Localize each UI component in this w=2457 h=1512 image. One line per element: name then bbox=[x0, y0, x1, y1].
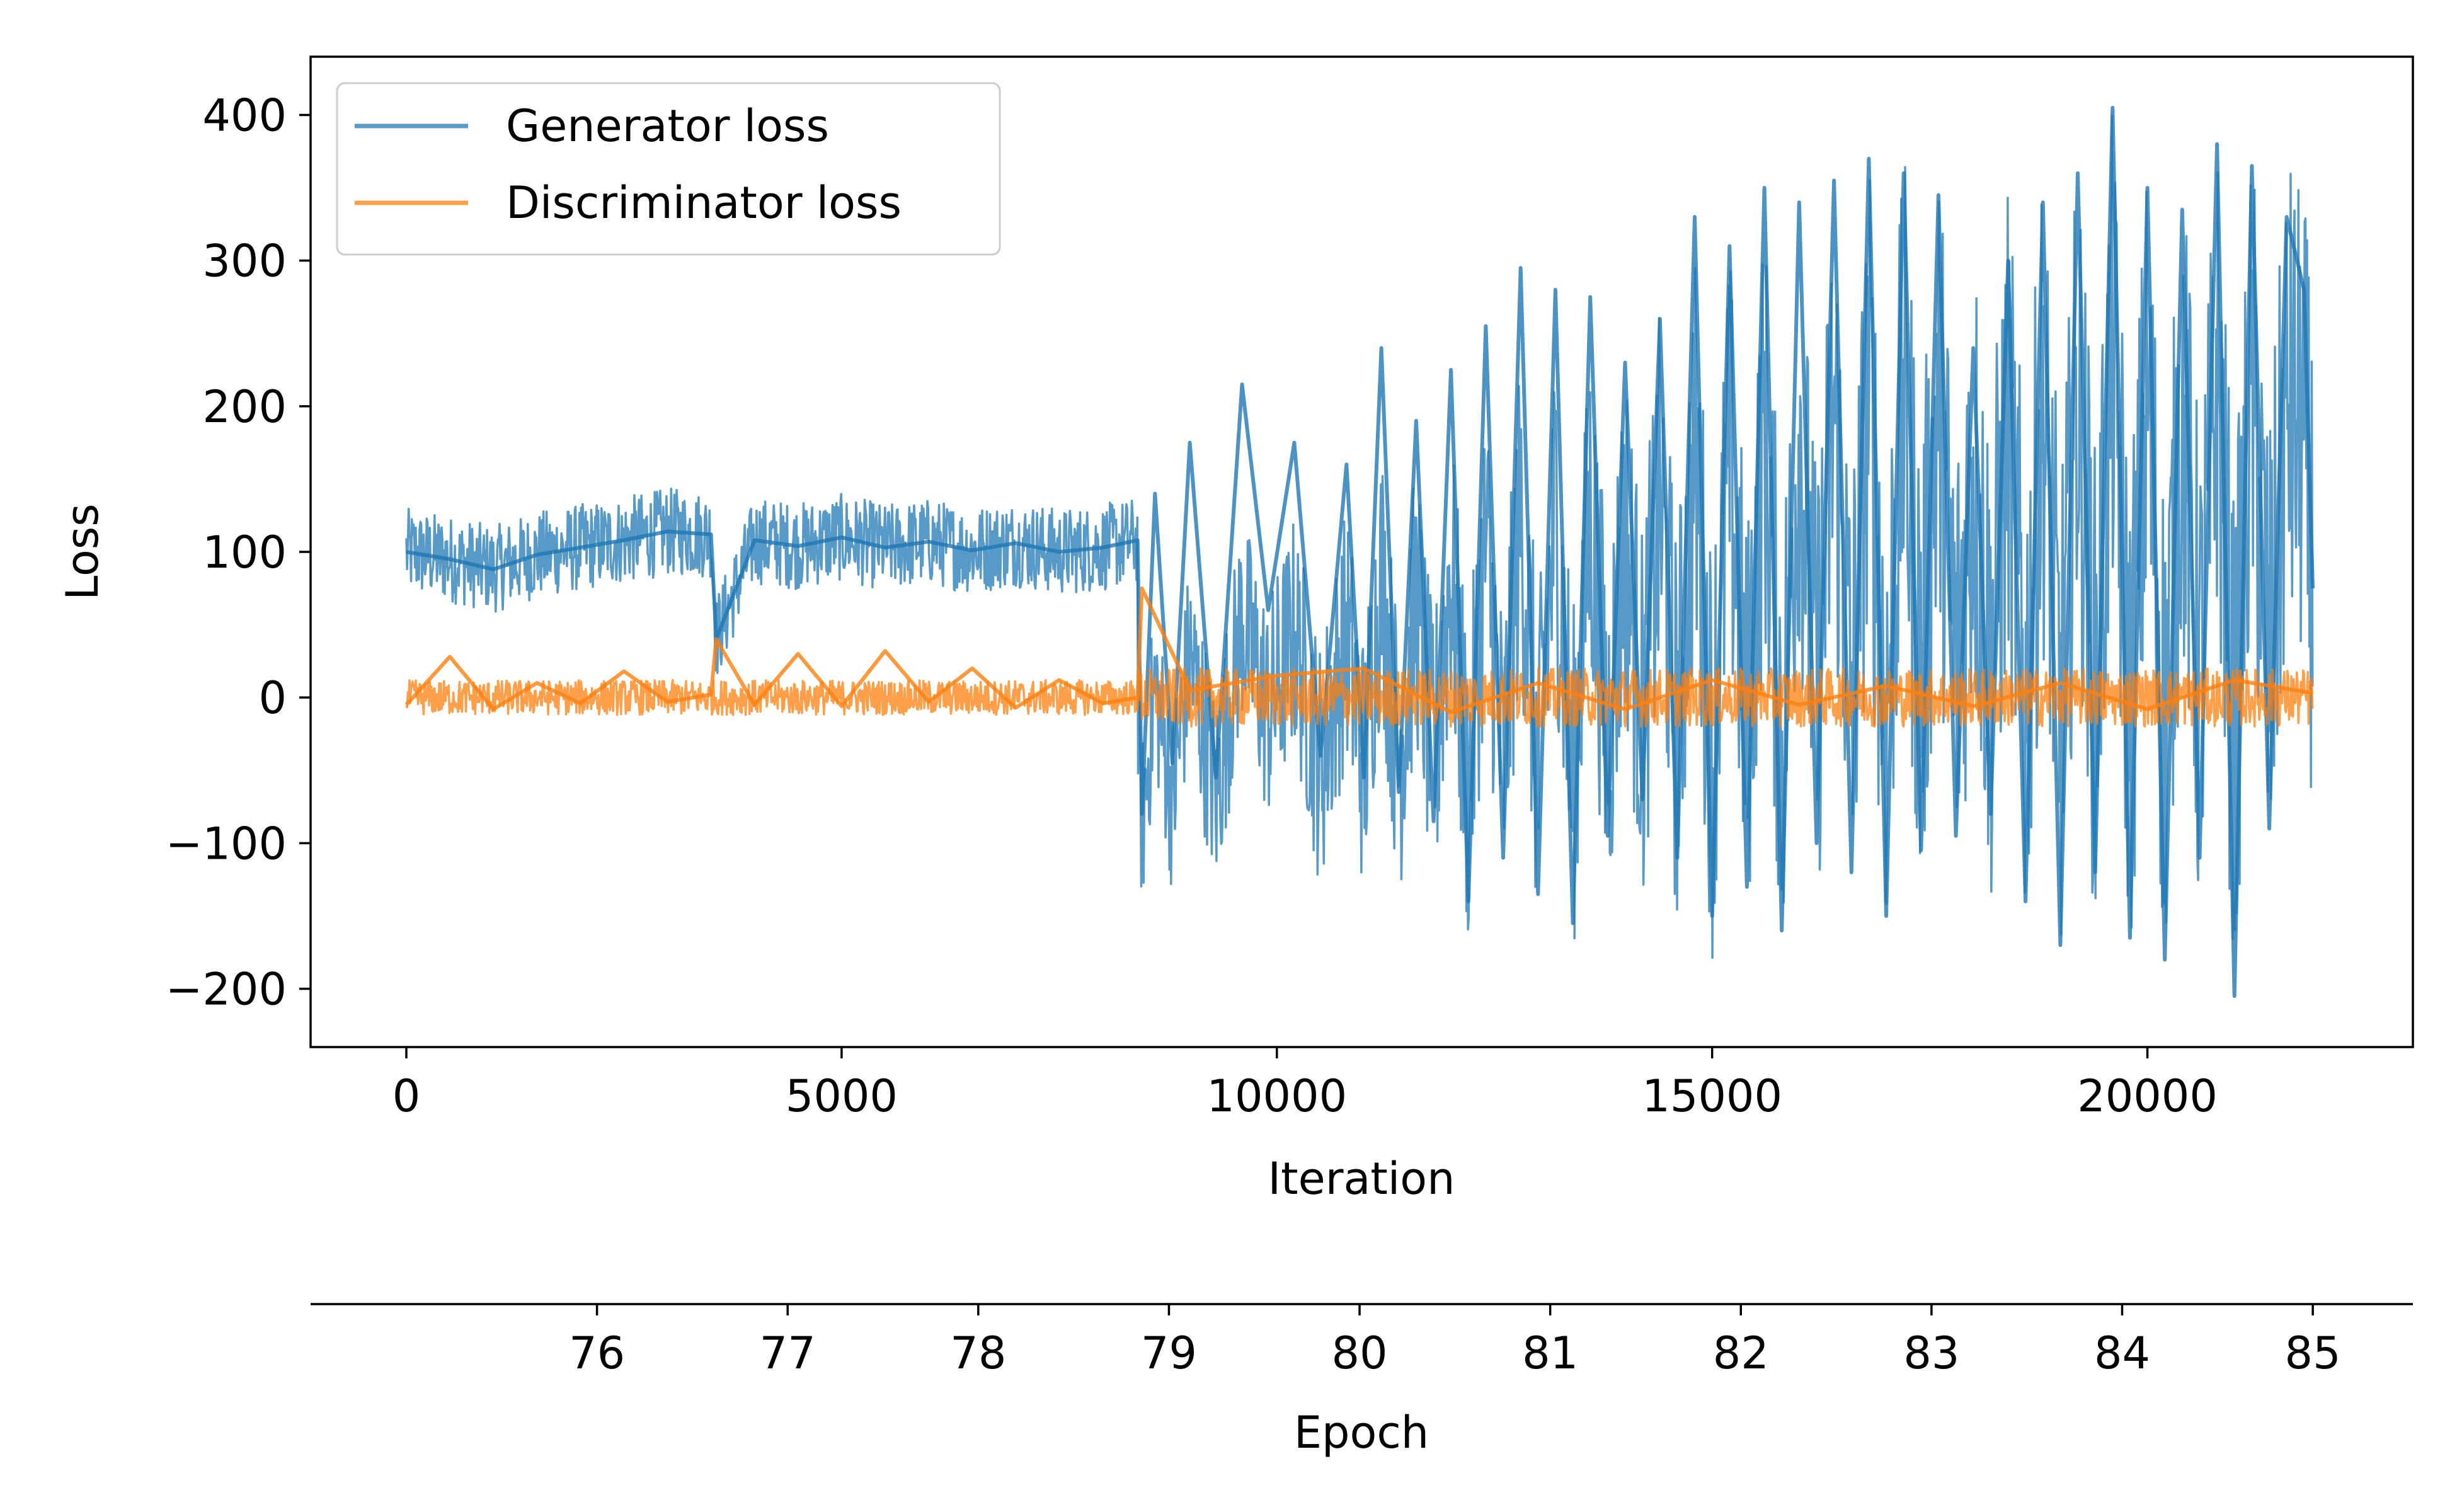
legend: Generator loss Discriminator loss bbox=[336, 82, 1001, 256]
x-axis: 0 5000 10000 15000 20000 bbox=[392, 1047, 2218, 1122]
x-tick-label: 10000 bbox=[1206, 1070, 1347, 1122]
epoch-axis-label: Epoch bbox=[1294, 1407, 1429, 1458]
epoch-tick-label: 79 bbox=[1141, 1327, 1197, 1379]
epoch-tick-label: 80 bbox=[1332, 1327, 1388, 1379]
series-discriminator-loss bbox=[404, 586, 2314, 728]
epoch-tick-label: 84 bbox=[2094, 1327, 2150, 1379]
legend-label-discriminator: Discriminator loss bbox=[506, 177, 902, 229]
y-tick-label: 100 bbox=[202, 527, 287, 578]
y-tick-label: 400 bbox=[202, 89, 287, 141]
legend-label-generator: Generator loss bbox=[506, 100, 829, 152]
series-line bbox=[406, 105, 2315, 999]
y-tick-label: 300 bbox=[202, 236, 287, 287]
epoch-tick-label: 78 bbox=[950, 1327, 1006, 1379]
epoch-tick-label: 82 bbox=[1713, 1327, 1769, 1379]
x-axis-label: Iteration bbox=[1268, 1153, 1455, 1205]
epoch-axis: 76 77 78 79 80 81 82 83 84 85 bbox=[311, 1303, 2413, 1379]
epoch-tick-label: 76 bbox=[569, 1327, 625, 1379]
y-tick-label: 200 bbox=[202, 381, 287, 433]
epoch-tick-label: 81 bbox=[1522, 1327, 1578, 1379]
y-axis: −200 −100 0 100 200 300 400 bbox=[166, 89, 311, 1016]
series-line bbox=[404, 586, 2313, 714]
x-tick-label: 5000 bbox=[786, 1070, 898, 1122]
series-layer bbox=[404, 105, 2315, 999]
series-noise-trace bbox=[405, 667, 2314, 728]
epoch-tick-label: 85 bbox=[2285, 1327, 2341, 1379]
series-generator-loss bbox=[405, 105, 2315, 999]
legend-box bbox=[336, 82, 1001, 256]
x-tick-label: 0 bbox=[392, 1070, 421, 1122]
x-tick-label: 15000 bbox=[1642, 1070, 1782, 1122]
y-tick-label: 0 bbox=[258, 672, 287, 724]
epoch-tick-label: 83 bbox=[1903, 1327, 1959, 1379]
y-axis-label: Loss bbox=[57, 503, 108, 600]
epoch-tick-label: 77 bbox=[760, 1327, 816, 1379]
y-tick-label: −200 bbox=[166, 964, 287, 1016]
x-tick-label: 20000 bbox=[2077, 1070, 2218, 1122]
y-tick-label: −100 bbox=[166, 818, 287, 869]
